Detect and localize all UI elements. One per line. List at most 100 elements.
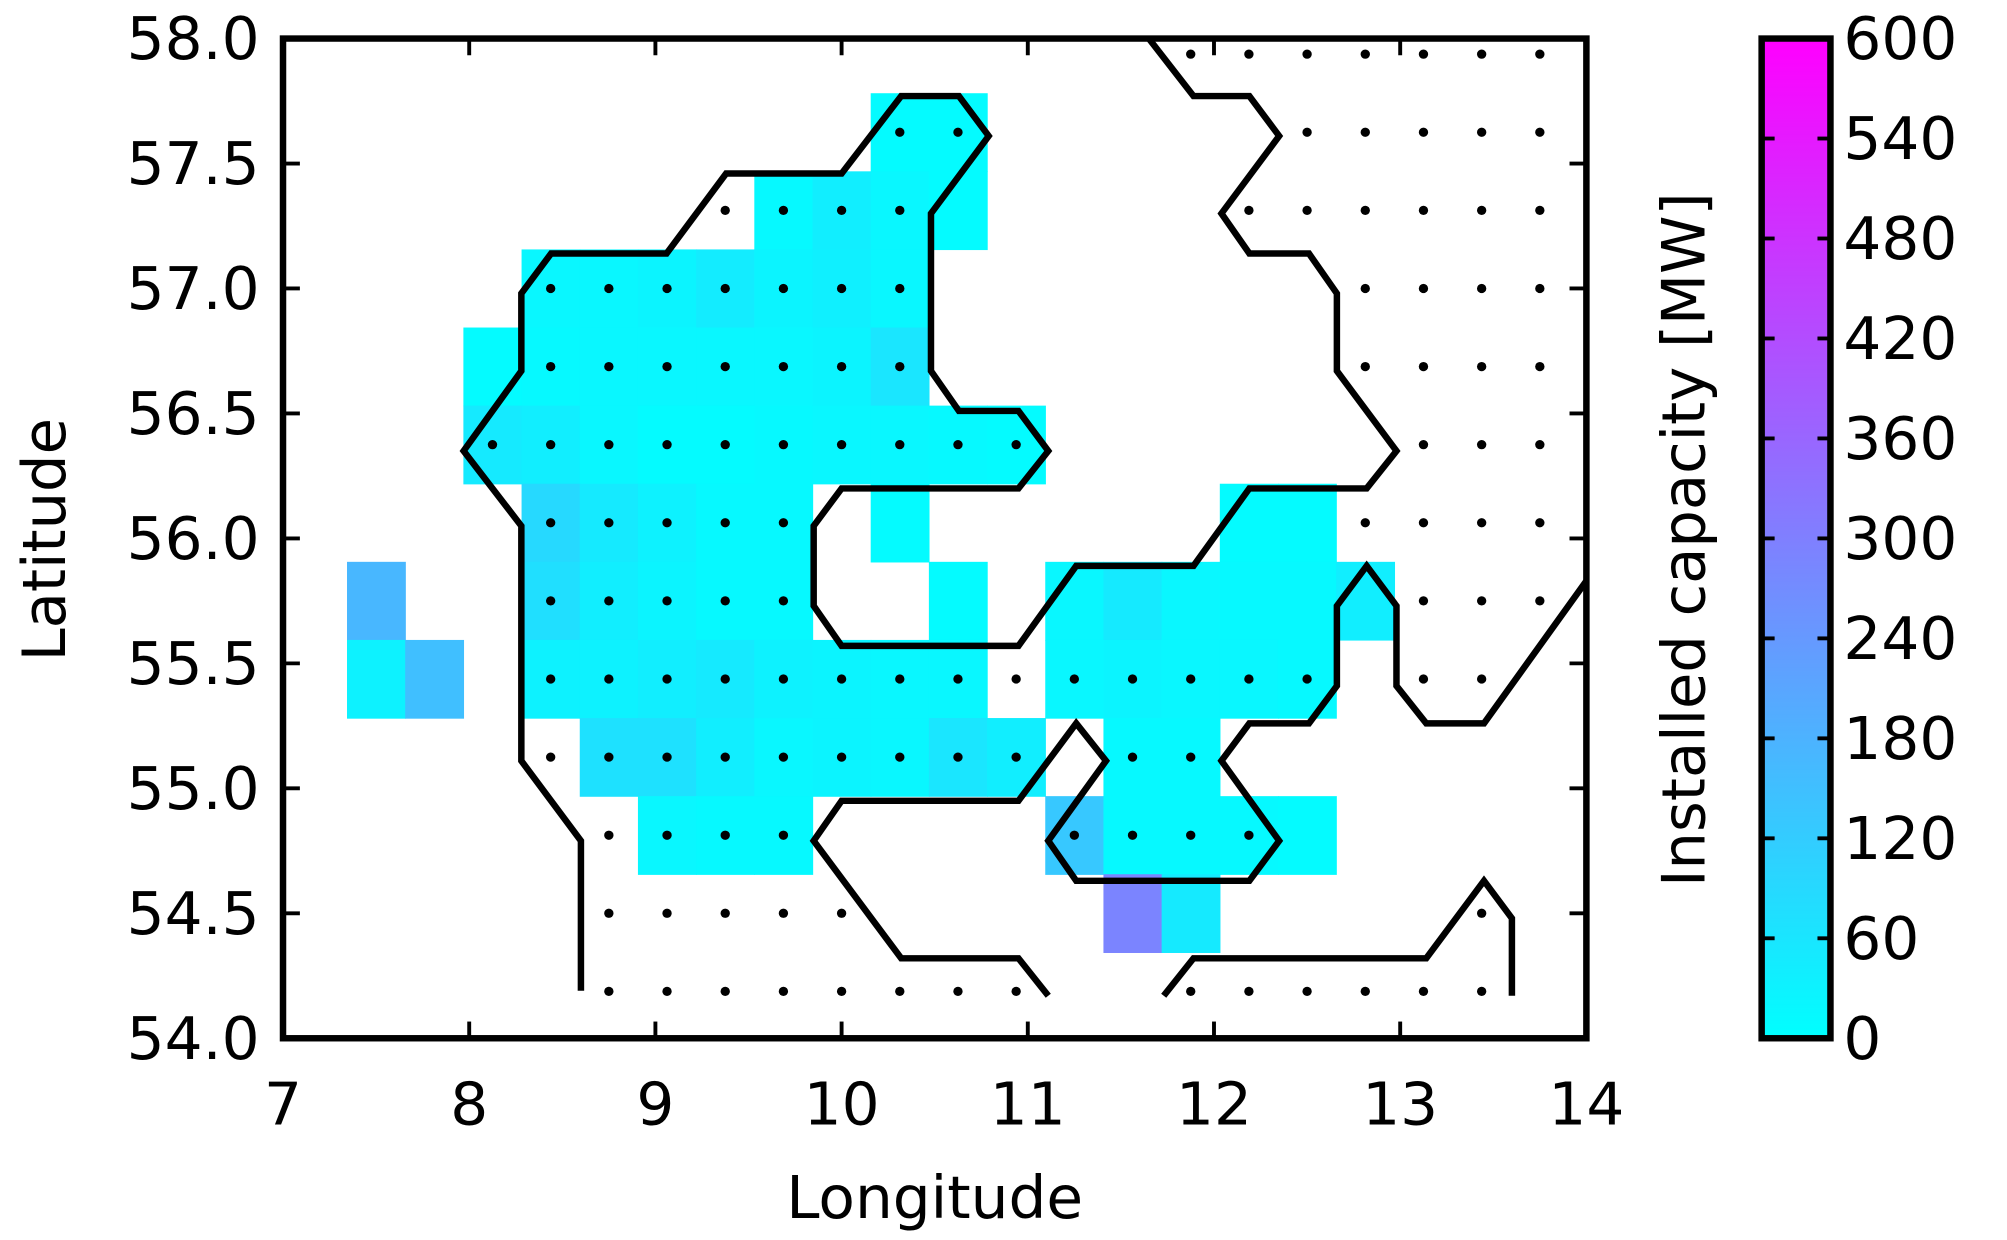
y-tick-label: 58.0 — [127, 5, 260, 74]
site-dot — [1418, 440, 1429, 450]
site-dot — [778, 908, 789, 918]
site-dot — [1069, 830, 1080, 840]
site-dot — [778, 283, 789, 294]
site-dot — [895, 283, 905, 294]
site-dot — [836, 205, 847, 216]
site-dot — [545, 440, 556, 450]
site-dot — [1535, 205, 1545, 216]
site-dot — [1476, 49, 1487, 59]
site-dot — [778, 830, 789, 840]
site-dot — [1186, 674, 1196, 684]
heatmap-cell — [1277, 561, 1337, 641]
site-dot — [1244, 830, 1254, 840]
colorbar-tick-label: 120 — [1843, 805, 1957, 874]
site-dot — [604, 283, 614, 294]
heatmap-cell — [347, 561, 406, 641]
site-dot — [662, 908, 672, 918]
site-dot — [895, 752, 905, 762]
colorbar-tick-label: 420 — [1843, 305, 1957, 374]
site-dot — [720, 518, 730, 528]
y-tick-label: 56.0 — [127, 505, 260, 574]
colorbar-tick-label: 360 — [1843, 405, 1957, 474]
heatmap-cell — [1103, 561, 1163, 641]
site-dot — [1476, 908, 1487, 918]
site-dot — [1535, 127, 1545, 137]
site-dot — [720, 361, 730, 372]
heatmap-cell — [1277, 483, 1337, 563]
y-tick-label: 55.0 — [127, 755, 260, 824]
x-tick-label: 14 — [1548, 1071, 1624, 1140]
site-dot — [604, 830, 614, 840]
site-dot — [1186, 986, 1196, 997]
y-tick-label: 55.5 — [127, 630, 260, 699]
y-axis-label: Latitude — [11, 418, 80, 661]
site-dot — [778, 361, 789, 372]
y-tick-label: 56.5 — [127, 380, 260, 449]
site-dot — [1476, 674, 1487, 684]
site-dot — [778, 518, 789, 528]
coastline — [459, 36, 1401, 991]
site-dot — [778, 752, 789, 762]
heatmap-cell — [928, 561, 988, 641]
site-dot — [1535, 518, 1545, 528]
site-dot — [1011, 440, 1021, 450]
site-dot — [604, 361, 614, 372]
site-dot — [545, 752, 556, 762]
site-dot — [1360, 283, 1370, 294]
site-dot — [720, 283, 730, 294]
site-dot — [662, 283, 672, 294]
site-dot — [953, 127, 963, 137]
site-dot — [895, 361, 905, 372]
site-dot — [1069, 674, 1080, 684]
site-dot — [1011, 986, 1021, 997]
site-dot — [1186, 49, 1196, 59]
site-dot — [545, 596, 556, 606]
site-dot — [836, 361, 847, 372]
site-dot — [953, 674, 963, 684]
site-dot — [1476, 596, 1487, 606]
x-tick-label: 12 — [1176, 1071, 1252, 1140]
x-tick-label: 8 — [450, 1071, 488, 1140]
heatmap-cell — [1161, 561, 1221, 641]
heatmap-cell — [1103, 874, 1163, 953]
colorbar-tick-label: 600 — [1843, 5, 1957, 74]
site-dot — [836, 986, 847, 997]
site-dot — [604, 596, 614, 606]
heatmap-cell — [1277, 796, 1337, 875]
colorbar-tick-label: 0 — [1843, 1005, 1881, 1074]
site-dot — [1535, 440, 1545, 450]
site-dot — [1476, 205, 1487, 216]
site-dot — [545, 674, 556, 684]
x-axis-label: Longitude — [786, 1164, 1083, 1233]
site-dot — [662, 752, 672, 762]
site-dot — [1011, 674, 1021, 684]
site-dot — [1360, 518, 1370, 528]
site-dot — [720, 440, 730, 450]
site-dot — [1360, 361, 1370, 372]
site-dot — [662, 986, 672, 997]
x-tick-label: 11 — [990, 1071, 1066, 1140]
site-dot — [1127, 752, 1138, 762]
colorbar-tick-label: 240 — [1843, 605, 1957, 674]
site-dot — [662, 674, 672, 684]
site-dot — [1418, 361, 1429, 372]
site-dot — [778, 440, 789, 450]
site-dot — [836, 908, 847, 918]
site-dot — [604, 752, 614, 762]
sites — [487, 49, 1545, 997]
site-dot — [1476, 986, 1487, 997]
site-dot — [1244, 205, 1254, 216]
site-dot — [895, 205, 905, 216]
x-tick-label: 13 — [1362, 1071, 1438, 1140]
site-dot — [720, 205, 730, 216]
site-dot — [720, 596, 730, 606]
site-dot — [1360, 986, 1370, 997]
site-dot — [1127, 674, 1138, 684]
x-tick-label: 9 — [636, 1071, 674, 1140]
coastline — [1161, 875, 1516, 998]
site-dot — [778, 205, 789, 216]
site-dot — [1535, 361, 1545, 372]
site-dot — [1418, 49, 1429, 59]
